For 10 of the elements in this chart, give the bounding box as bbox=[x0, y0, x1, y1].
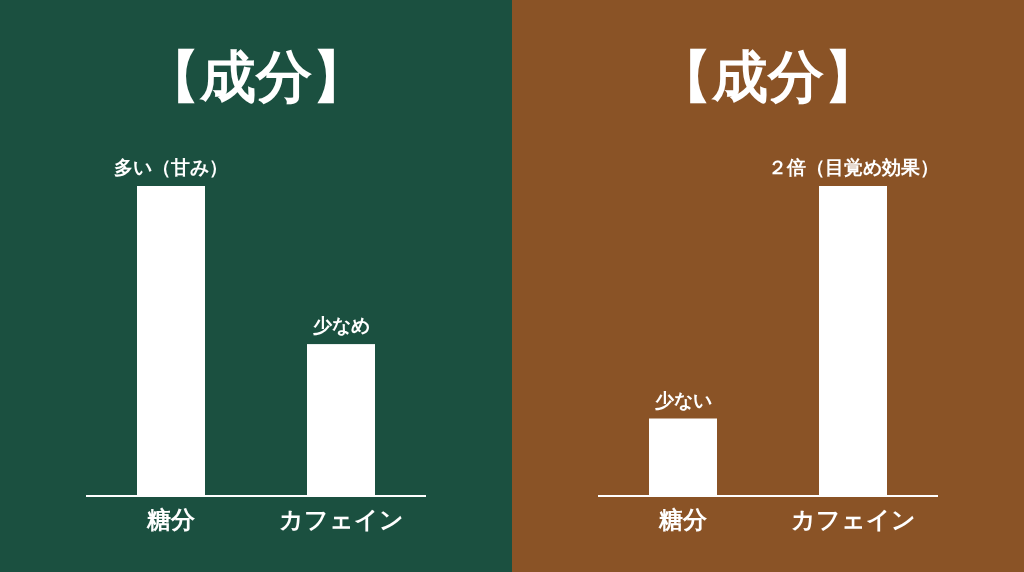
data-label: ２倍（目覚め効果） bbox=[767, 156, 939, 178]
annotation: 少なめ bbox=[312, 314, 370, 337]
x-tick-label: 糖分 bbox=[146, 506, 196, 534]
x-tick-label: カフェイン bbox=[278, 506, 404, 534]
x-tick-label: カフェイン bbox=[790, 506, 916, 534]
data-label: 少ない bbox=[654, 388, 712, 411]
chart-title: 【成分】 bbox=[656, 44, 880, 109]
x-tick-label: 糖分 bbox=[658, 506, 708, 534]
chart-title: 【成分】 bbox=[144, 44, 368, 109]
annotation: 多い（甘み） bbox=[114, 156, 228, 178]
